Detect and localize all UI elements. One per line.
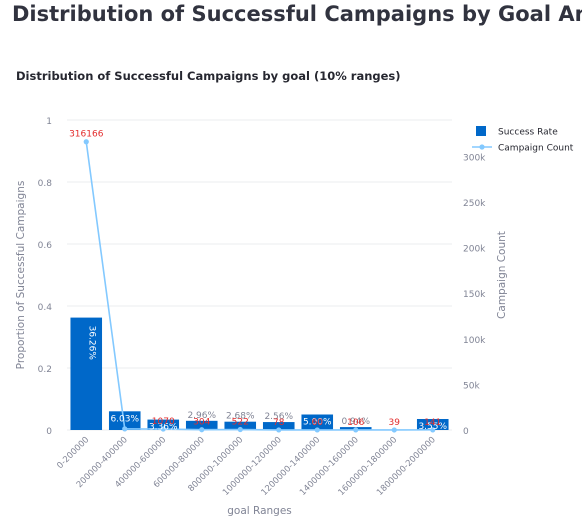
bars-group — [70, 317, 449, 431]
line-point[interactable] — [122, 426, 128, 432]
legend-swatch-success-rate[interactable] — [476, 126, 486, 136]
bar-value-label: 36.26% — [86, 326, 96, 361]
axes-group: 0 0.2 0.4 0.6 0.8 1 0 50k 100k 150k 200k 250k 300k 0-… — [15, 117, 508, 517]
y-tick-label: 1 — [46, 117, 52, 127]
line-point[interactable] — [314, 427, 320, 433]
legend[interactable]: Success Rate Campaign Count — [472, 126, 574, 154]
bar-value-label: 5.00% — [303, 418, 332, 428]
bar[interactable] — [108, 411, 141, 430]
legend-label-success-rate[interactable]: Success Rate — [498, 128, 558, 138]
count-value-label: 316166 — [69, 130, 104, 140]
line-point[interactable] — [430, 427, 436, 433]
y2-tick-label: 100k — [463, 336, 486, 346]
line-point[interactable] — [276, 427, 282, 433]
bar-value-label: 2.68% — [226, 412, 255, 422]
count-value-label: 522 — [232, 418, 249, 428]
bar[interactable] — [416, 418, 449, 430]
bar-value-label: 3.55% — [418, 422, 447, 432]
bar-value-label: 0.94% — [341, 417, 370, 427]
y2-tick-label: 50k — [463, 381, 480, 391]
bar-value-label: 2.56% — [264, 412, 293, 422]
line-point[interactable] — [237, 426, 243, 433]
legend-marker-campaign-count — [479, 144, 485, 150]
bar[interactable] — [224, 421, 257, 430]
bar-value-label: 3.36% — [149, 423, 178, 433]
line-series — [85, 141, 433, 431]
count-value-label: 1070 — [152, 417, 175, 427]
page-title: Distribution of Successful Campaigns by … — [12, 2, 582, 26]
bar[interactable] — [185, 420, 218, 430]
line-point[interactable] — [353, 427, 359, 433]
y2-tick-label: 250k — [463, 199, 486, 209]
x-axis-title: goal Ranges — [227, 505, 292, 517]
bar[interactable] — [262, 422, 295, 430]
y2-axis-title: Campaign Count — [496, 231, 508, 319]
y2-tick-label: 150k — [463, 290, 486, 300]
line-point[interactable] — [83, 139, 89, 145]
bar[interactable] — [147, 419, 180, 430]
y-tick-label: 0.2 — [38, 365, 52, 375]
line-point[interactable] — [199, 427, 205, 433]
data-labels-group: 36.26% 6.03% 3.36% 2.96% 2.68% 2.56% 5.00% 0.94… — [69, 130, 447, 433]
x-tick-label: 0-200000 — [55, 435, 91, 471]
chart-grid — [67, 119, 452, 431]
y-tick-label: 0.8 — [38, 179, 53, 189]
count-value-label: 39 — [389, 418, 401, 428]
y-axis-title: Proportion of Successful Campaigns — [15, 181, 27, 370]
y2-tick-label: 200k — [463, 245, 486, 255]
line-point[interactable] — [160, 426, 166, 432]
line-group — [83, 139, 436, 433]
y-tick-label: 0 — [46, 427, 52, 437]
y2-tick-label: 300k — [463, 153, 486, 163]
count-value-label: 141 — [424, 418, 441, 428]
y-tick-label: 0.6 — [38, 241, 53, 251]
line-point[interactable] — [391, 427, 397, 433]
count-value-label: 60 — [312, 418, 324, 428]
y2-tick-label: 0 — [463, 427, 469, 437]
bar-value-label: 2.96% — [187, 411, 216, 421]
y-tick-label: 0.4 — [38, 303, 53, 313]
count-value-label: 106 — [347, 418, 364, 428]
count-value-label: 78 — [273, 418, 285, 428]
count-value-label: 304 — [193, 418, 210, 428]
legend-label-campaign-count[interactable]: Campaign Count — [498, 144, 574, 154]
chart-title: Distribution of Successful Campaigns by … — [16, 69, 401, 83]
bar-value-label: 6.03% — [110, 414, 139, 424]
bar[interactable] — [301, 414, 334, 431]
bar[interactable] — [70, 317, 103, 430]
